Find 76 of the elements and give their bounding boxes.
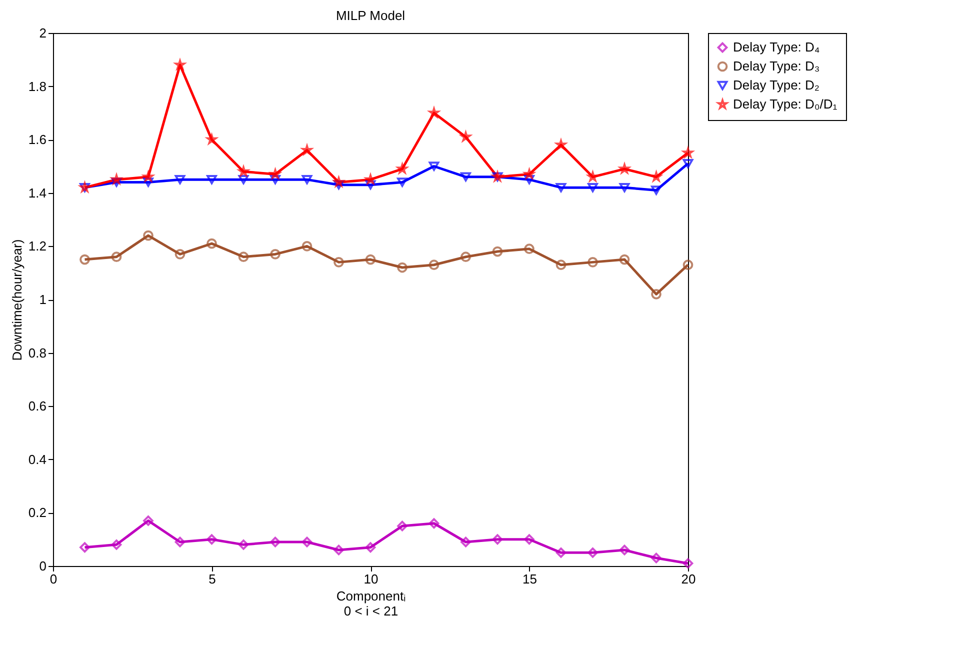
x-tick-label: 10 [364, 572, 378, 586]
y-tick-label: 0.6 [28, 398, 46, 414]
point [460, 172, 471, 182]
point [111, 252, 122, 262]
point [111, 539, 122, 550]
point [143, 516, 154, 526]
x-tick-label: 0 [50, 572, 58, 586]
legend-label: Delay Type: D₃ [733, 58, 820, 74]
legend-label: Delay Type: D₀/D₁ [733, 96, 838, 112]
y-tick-label: 1.4 [28, 185, 46, 200]
point [206, 238, 217, 249]
point [302, 241, 312, 252]
point [588, 547, 598, 558]
x-tick-label: 20 [681, 572, 696, 586]
point [174, 249, 186, 260]
point [397, 520, 408, 532]
point [365, 254, 376, 265]
point [334, 257, 344, 268]
y-tick-label: 2 [39, 26, 46, 40]
legend-label: Delay Type: D₂ [733, 78, 820, 92]
point [143, 230, 154, 241]
point [524, 244, 534, 254]
point [206, 174, 217, 184]
point [428, 260, 440, 270]
point [651, 186, 662, 195]
point [682, 158, 694, 168]
point [238, 539, 249, 550]
point [80, 542, 90, 553]
point [397, 178, 408, 187]
y-tick-label: 0.4 [28, 452, 46, 467]
point [588, 182, 598, 192]
y-axis-title: Downtime(hour/year) [9, 239, 24, 361]
point [238, 174, 249, 184]
text: 0 < i < 21 [344, 604, 398, 618]
y-tick-label: 1.8 [28, 78, 46, 94]
x-axis-title: Componentᵢ [336, 588, 406, 604]
point [174, 174, 186, 184]
y-tick-label: 1.6 [28, 132, 46, 148]
point [556, 547, 566, 558]
legend-label: Delay Type: D₄ [733, 40, 820, 54]
point [428, 518, 440, 529]
point [238, 252, 249, 262]
y-tick-label: 0.2 [28, 505, 46, 520]
point [682, 260, 694, 270]
y-tick-label: 0.8 [28, 345, 46, 360]
point [492, 246, 503, 257]
point [651, 288, 662, 300]
point [428, 162, 440, 171]
point [588, 257, 598, 268]
point [397, 262, 408, 273]
point [365, 542, 376, 553]
point [174, 536, 186, 548]
y-tick-label: 1.2 [28, 238, 46, 254]
point [302, 174, 312, 184]
point [619, 182, 630, 192]
point [524, 534, 534, 545]
point [460, 536, 471, 548]
chart-title: MILP Model [336, 8, 406, 23]
point [334, 544, 344, 556]
point [270, 249, 280, 260]
x-tick-label: 15 [522, 572, 537, 586]
point [270, 536, 280, 548]
point [556, 182, 566, 192]
point [556, 260, 566, 270]
point [682, 558, 694, 569]
point [80, 254, 90, 265]
point [206, 534, 217, 545]
point [619, 254, 630, 265]
y-tick-label: 0 [39, 558, 46, 574]
point [302, 536, 312, 548]
y-tick-label: 1 [39, 292, 46, 307]
point [460, 252, 471, 262]
point [651, 552, 662, 564]
point [492, 534, 503, 545]
x-tick-label: 5 [208, 572, 216, 586]
point [619, 544, 630, 556]
